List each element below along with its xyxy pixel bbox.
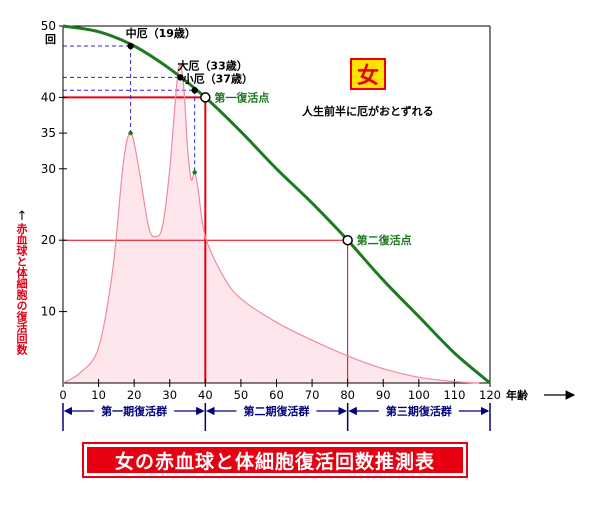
distribution-area [63, 65, 480, 384]
y-tick-label: 50 [41, 19, 56, 33]
revival-point [200, 92, 211, 103]
marker-point [177, 74, 184, 81]
peak-point [192, 170, 197, 175]
x-tick-label: 80 [340, 388, 355, 402]
marker-point [191, 87, 198, 94]
peak-point [128, 130, 133, 136]
x-tick-label: 0 [59, 388, 66, 402]
x-axis-label: 年齢 [506, 388, 529, 402]
y-tick-label: 30 [41, 162, 56, 176]
y-tick-label: 20 [41, 233, 56, 247]
y-tick-label: 35 [41, 126, 56, 140]
x-tick-label: 90 [376, 388, 391, 402]
chart-title: 女の赤血球と体細胞復活回数推測表 [87, 447, 463, 473]
x-tick-label: 60 [269, 388, 284, 402]
marker-point [127, 42, 134, 50]
x-tick-label: 110 [443, 388, 465, 402]
revival-label: 第二復活点 [357, 233, 412, 247]
x-tick-label: 100 [408, 388, 430, 402]
chart-note: 人生前半に厄がおとずれる [302, 105, 434, 118]
x-tick-label: 70 [305, 388, 320, 402]
x-tick-label: 10 [91, 388, 106, 402]
period-label: 第三期復活群 [386, 404, 452, 418]
y-axis-label: 赤血球と体細胞の復活回数 [15, 223, 28, 355]
revival-point [342, 234, 353, 246]
gender-badge: 女 [350, 58, 386, 90]
x-tick-label: 40 [198, 388, 213, 402]
x-tick-label: 50 [234, 388, 249, 402]
y-tick-label: 40 [41, 90, 56, 104]
y-axis-arrow-icon: ↑ [16, 209, 28, 224]
decline-curve-line [62, 24, 491, 385]
y-axis-label-group: ↑ 赤血球と体細胞の復活回数 [14, 210, 30, 355]
chart-title-box: 女の赤血球と体細胞復活回数推測表 [82, 442, 468, 478]
revival-label: 第一復活点 [214, 90, 269, 104]
x-tick-label: 120 [479, 388, 501, 402]
x-tick-label: 30 [162, 388, 177, 402]
y-unit-label: 回 [45, 32, 56, 46]
marker-label: 小厄（37歳） [182, 71, 253, 85]
marker-label: 大厄（33歳） [177, 58, 247, 72]
x-tick-label: 20 [127, 388, 142, 402]
y-tick-label: 10 [41, 305, 56, 319]
period-label: 第二期復活群 [244, 404, 310, 418]
marker-label: 中厄（19歳） [126, 26, 196, 40]
period-label: 第一期復活群 [101, 404, 167, 418]
distribution-line [62, 64, 480, 384]
